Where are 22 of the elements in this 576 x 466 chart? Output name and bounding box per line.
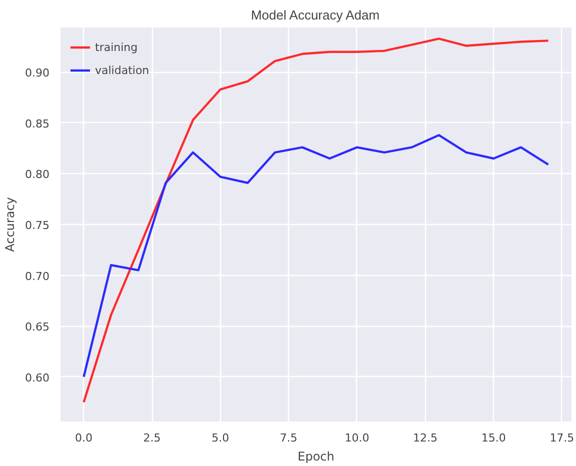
x-tick-label: 0.0 (74, 432, 92, 444)
x-tick-label: 12.5 (413, 432, 438, 444)
line-series (82, 38, 550, 404)
y-tick-label: 0.75 (25, 219, 50, 232)
y-tick-label: 0.90 (25, 66, 50, 80)
line-series (82, 134, 550, 378)
y-tick-label: 0.70 (25, 270, 50, 283)
legend-label: training (95, 40, 138, 54)
x-axis-title: Epoch (298, 450, 334, 464)
y-axis-title: Accuracy (3, 197, 18, 252)
y-tick-label: 0.65 (25, 320, 50, 334)
y-tick-label: 0.80 (25, 168, 50, 182)
x-tick-label: 15.0 (481, 432, 506, 444)
chart-title: Model Accuracy Adam (250, 8, 380, 22)
x-tick-label: 2.5 (143, 432, 161, 444)
x-tick-label: 10.0 (344, 432, 370, 444)
legend-label: validation (95, 64, 150, 76)
y-tick-label: 0.60 (25, 371, 50, 384)
x-tick-label: 17.5 (550, 432, 574, 444)
x-tick-label: 7.5 (280, 432, 298, 444)
x-tick-label: 5.0 (212, 432, 230, 444)
y-tick-label: 0.85 (25, 117, 50, 130)
